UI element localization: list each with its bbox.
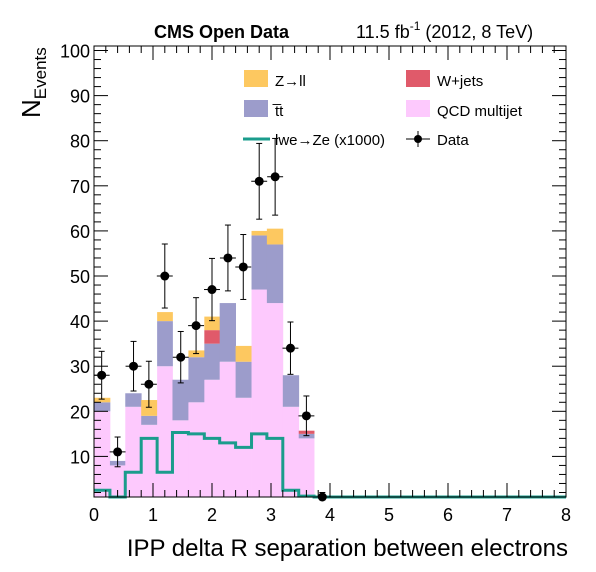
data-point — [172, 330, 189, 384]
data-marker — [254, 176, 264, 186]
x-tick-label: 5 — [384, 505, 394, 525]
bar-ttbar — [94, 402, 111, 412]
svg-text:NEvents: NEvents — [16, 47, 50, 118]
data-point — [156, 243, 173, 309]
bar-qcd — [266, 303, 284, 497]
legend-swatch-data-marker — [414, 135, 422, 143]
stacked-bars — [94, 228, 315, 497]
bar-ttbar — [157, 321, 173, 367]
bar-zll — [251, 230, 268, 236]
y-tick-label: 20 — [70, 402, 90, 422]
bar-wjets — [204, 330, 221, 344]
data-marker — [207, 285, 217, 295]
bar-ttbar — [219, 303, 236, 362]
y-axis-label: NEvents — [16, 47, 50, 118]
data-marker — [144, 379, 154, 389]
bar-ttbar — [204, 343, 221, 380]
bar-qcd — [125, 406, 142, 497]
data-point — [204, 257, 220, 322]
data-point — [251, 142, 268, 220]
data-marker — [191, 321, 201, 331]
data-point — [219, 224, 236, 292]
data-point — [109, 436, 126, 468]
legend-label-data: Data — [437, 132, 469, 149]
y-tick-label: 100 — [60, 42, 90, 62]
bar-ttbar — [125, 393, 142, 407]
y-tick-label: 10 — [70, 447, 90, 467]
legend-label-ttbar: t̅t — [272, 103, 284, 120]
legend-swatch-wjets — [406, 70, 430, 87]
bar-zll — [204, 316, 221, 331]
data-marker — [223, 253, 233, 263]
legend-label-zll: Z→ll — [275, 73, 306, 90]
x-tick-label: 1 — [148, 505, 158, 525]
x-tick-label: 0 — [89, 505, 99, 525]
x-tick-label: 2 — [207, 505, 217, 525]
x-tick-label: 3 — [266, 505, 276, 525]
legend-swatch-ttbar — [244, 100, 268, 117]
bar-ttbar — [282, 375, 300, 407]
bar-ttbar — [235, 361, 252, 398]
legend-swatch-zll — [244, 70, 268, 87]
bar-ttbar — [141, 415, 158, 425]
bar-zll — [157, 312, 173, 322]
data-point — [282, 321, 299, 375]
bar-zll — [235, 345, 252, 362]
y-tick-label: 60 — [70, 222, 90, 242]
x-tick-label: 6 — [443, 505, 453, 525]
data-marker — [176, 352, 186, 362]
bar-zll — [94, 397, 111, 403]
data-marker — [285, 343, 295, 353]
bar-zll — [266, 228, 284, 245]
y-tick-label: 50 — [70, 267, 90, 287]
bar-qcd — [251, 289, 268, 497]
bar-ttbar — [266, 244, 284, 304]
legend-label-qcd: QCD multijet — [437, 103, 523, 120]
x-tick-label: 7 — [502, 505, 512, 525]
luminosity-label: 11.5 fb-1 (2012, 8 TeV) — [356, 19, 533, 42]
axes: 0 1 2 3 4 5 6 7 8 10 20 30 40 50 60 70 80 90 100 — [60, 42, 571, 525]
data-marker — [97, 370, 107, 380]
y-tick-label: 90 — [70, 87, 90, 107]
data-marker — [301, 411, 311, 421]
legend-label-signal: lwe→Ze (x1000) — [275, 132, 385, 149]
data-marker — [160, 271, 170, 281]
data-marker — [129, 361, 139, 371]
data-marker — [238, 262, 248, 272]
bar-qcd — [109, 465, 126, 497]
bar-ttbar — [172, 379, 189, 421]
bar-ttbar — [188, 357, 205, 403]
data-point — [188, 297, 205, 355]
data-marker — [270, 172, 280, 182]
y-tick-label: 40 — [70, 312, 90, 332]
data-point — [267, 137, 284, 216]
bar-qcd — [298, 438, 315, 497]
bar-qcd — [141, 424, 158, 497]
bar-qcd — [219, 361, 236, 497]
data-point — [235, 234, 252, 300]
bar-qcd — [172, 420, 189, 497]
y-tick-label: 70 — [70, 177, 90, 197]
bar-qcd — [94, 411, 111, 497]
data-point — [298, 395, 315, 437]
bar-zll — [141, 400, 158, 416]
y-tick-label: 30 — [70, 357, 90, 377]
bar-ttbar — [251, 235, 268, 290]
y-tick-label: 80 — [70, 132, 90, 152]
x-tick-label: 4 — [325, 505, 335, 525]
data-point — [125, 340, 142, 392]
experiment-label: CMS Open Data — [154, 22, 290, 42]
data-marker — [113, 447, 123, 457]
bar-qcd — [157, 366, 173, 497]
legend: Z→ll W+jets t̅t QCD multijet lwe→Ze (x10… — [243, 70, 523, 149]
data-point — [140, 360, 157, 408]
x-tick-label: 8 — [561, 505, 571, 525]
data-point — [93, 350, 110, 400]
bar-qcd — [188, 402, 205, 497]
bar-qcd — [282, 406, 300, 497]
x-axis-label: IPP delta R separation between electrons — [127, 535, 568, 562]
legend-label-wjets: W+jets — [437, 73, 483, 90]
legend-swatch-qcd — [406, 100, 430, 117]
